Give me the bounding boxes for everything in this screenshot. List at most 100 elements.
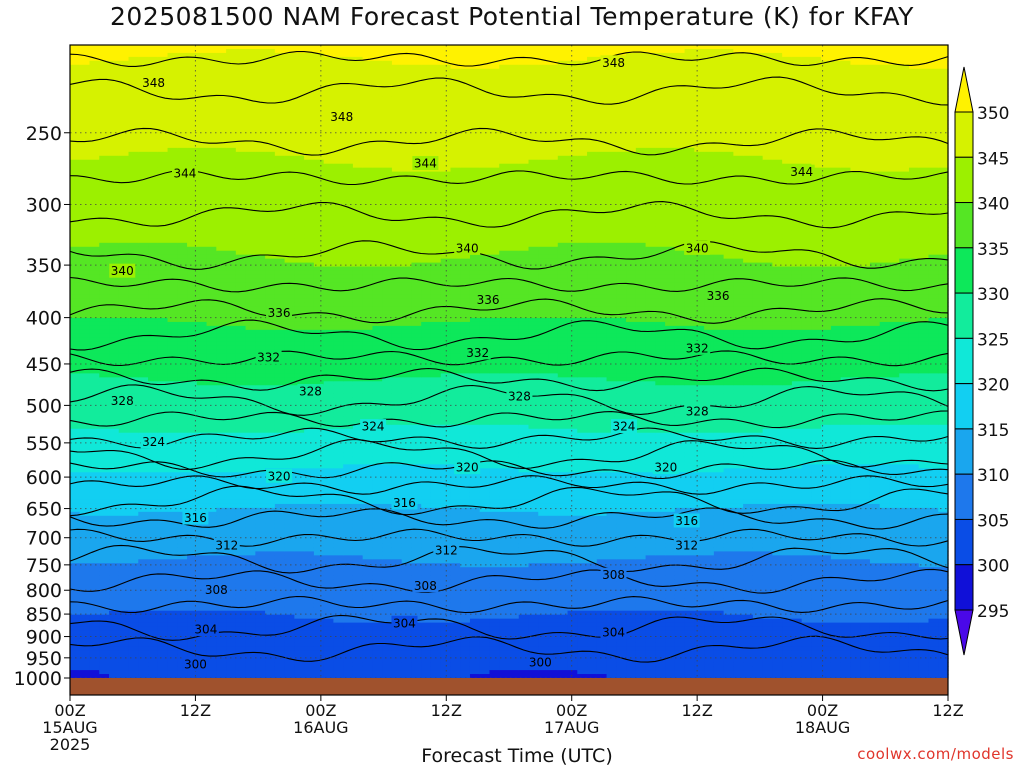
- heatmap-cell: [128, 496, 139, 501]
- heatmap-cell: [255, 412, 266, 418]
- heatmap-cell: [118, 254, 130, 260]
- heatmap-cell: [99, 610, 110, 616]
- heatmap-cell: [362, 353, 374, 359]
- heatmap-cell: [294, 175, 305, 181]
- heatmap-cell: [333, 428, 344, 434]
- heatmap-cell: [79, 555, 91, 560]
- heatmap-cell: [323, 357, 334, 363]
- heatmap-cell: [128, 96, 139, 101]
- heatmap-cell: [79, 211, 91, 216]
- heatmap-cell: [177, 203, 188, 208]
- heatmap-cell: [216, 286, 227, 291]
- heatmap-cell: [138, 511, 149, 517]
- heatmap-cell: [226, 56, 237, 62]
- heatmap-cell: [235, 84, 247, 90]
- heatmap-cell: [313, 68, 325, 74]
- heatmap-cell: [177, 587, 188, 592]
- heatmap-cell: [226, 116, 237, 121]
- heatmap-cell: [167, 674, 178, 679]
- heatmap-cell: [343, 507, 354, 513]
- heatmap-cell: [352, 630, 364, 636]
- heatmap-cell: [274, 405, 286, 410]
- heatmap-cell: [255, 452, 266, 458]
- heatmap-cell: [206, 341, 217, 347]
- heatmap-cell: [255, 104, 266, 109]
- heatmap-cell: [109, 535, 120, 541]
- heatmap-cell: [148, 230, 159, 236]
- heatmap-cell: [313, 428, 325, 434]
- heatmap-cell: [206, 539, 217, 545]
- heatmap-cell: [323, 274, 334, 280]
- heatmap-cell: [167, 353, 178, 359]
- heatmap-cell: [343, 278, 354, 283]
- heatmap-cell: [333, 381, 344, 386]
- heatmap-cell: [79, 128, 91, 133]
- heatmap-cell: [226, 278, 237, 283]
- heatmap-cell: [245, 92, 256, 98]
- heatmap-cell: [333, 646, 344, 651]
- heatmap-cell: [352, 68, 364, 74]
- heatmap-cell: [323, 646, 334, 651]
- heatmap-cell: [216, 559, 227, 564]
- heatmap-cell: [99, 163, 110, 169]
- heatmap-cell: [226, 551, 237, 556]
- heatmap-cell: [343, 290, 354, 295]
- heatmap-cell: [128, 321, 139, 327]
- heatmap-cell: [343, 674, 354, 679]
- heatmap-cell: [167, 507, 178, 513]
- heatmap-cell: [187, 622, 198, 628]
- heatmap-cell: [245, 642, 256, 647]
- heatmap-cell: [304, 440, 315, 446]
- heatmap-cell: [167, 583, 178, 588]
- heatmap-cell: [284, 187, 295, 192]
- heatmap-cell: [109, 72, 120, 78]
- heatmap-cell: [196, 527, 208, 533]
- heatmap-cell: [206, 579, 217, 584]
- heatmap-cell: [157, 100, 169, 105]
- heatmap-cell: [148, 476, 159, 481]
- heatmap-cell: [352, 250, 364, 256]
- heatmap-cell: [265, 492, 276, 497]
- heatmap-cell: [255, 670, 266, 675]
- heatmap-cell: [284, 302, 295, 307]
- heatmap-cell: [235, 132, 247, 137]
- heatmap-cell: [148, 361, 159, 367]
- heatmap-cell: [70, 567, 81, 572]
- heatmap-cell: [196, 381, 208, 386]
- heatmap-cell: [265, 416, 276, 422]
- heatmap-cell: [138, 428, 149, 434]
- heatmap-cell: [294, 230, 305, 236]
- heatmap-cell: [274, 84, 286, 90]
- heatmap-cell: [148, 594, 159, 600]
- heatmap-cell: [79, 135, 91, 141]
- heatmap-cell: [148, 658, 159, 663]
- heatmap-cell: [167, 203, 178, 208]
- heatmap-cell: [255, 389, 266, 394]
- heatmap-cell: [70, 84, 81, 90]
- heatmap-cell: [352, 405, 364, 410]
- heatmap-cell: [109, 294, 120, 299]
- heatmap-cell: [109, 337, 120, 343]
- heatmap-cell: [216, 472, 227, 477]
- heatmap-cell: [323, 143, 334, 149]
- heatmap-cell: [206, 183, 217, 189]
- heatmap-cell: [274, 187, 286, 192]
- heatmap-cell: [206, 571, 217, 576]
- heatmap-cell: [372, 88, 383, 94]
- heatmap-cell: [70, 575, 81, 580]
- heatmap-cell: [79, 100, 91, 105]
- heatmap-cell: [79, 531, 91, 537]
- heatmap-cell: [157, 452, 169, 458]
- heatmap-cell: [294, 345, 305, 351]
- heatmap-cell: [128, 598, 139, 604]
- heatmap-cell: [177, 159, 188, 165]
- heatmap-cell: [294, 310, 305, 315]
- heatmap-cell: [313, 547, 325, 552]
- heatmap-cell: [274, 559, 286, 564]
- heatmap-cell: [187, 48, 198, 54]
- heatmap-cell: [148, 460, 159, 465]
- heatmap-cell: [70, 48, 81, 54]
- heatmap-cell: [343, 424, 354, 430]
- heatmap-cell: [79, 357, 91, 363]
- heatmap-cell: [167, 393, 178, 398]
